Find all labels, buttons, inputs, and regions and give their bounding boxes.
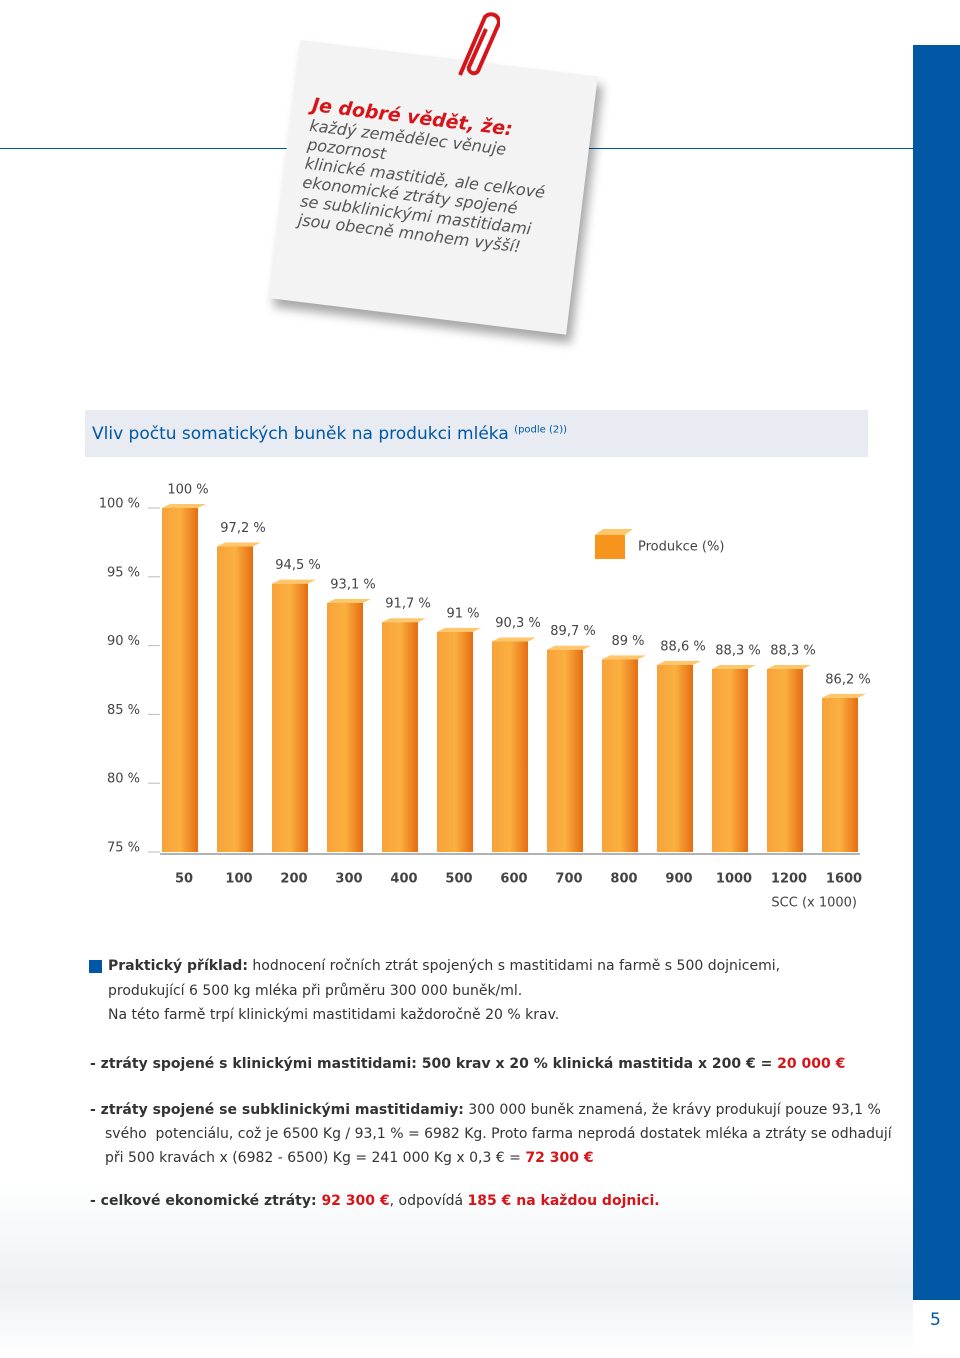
- y-tick-label: 90 %: [107, 634, 140, 649]
- data-label: 89,7 %: [550, 624, 595, 639]
- x-tick-label: 500: [445, 872, 472, 887]
- data-label: 93,1 %: [330, 577, 375, 592]
- bar-top: [767, 664, 811, 669]
- loss-amount: 72 300 €: [525, 1150, 594, 1166]
- bar: [657, 664, 693, 852]
- bar: [217, 546, 253, 852]
- x-tick-label: 1600: [826, 872, 862, 887]
- chart-source: (podle (2)): [514, 424, 568, 436]
- data-label: 86,2 %: [825, 672, 870, 687]
- x-tick-label: 200: [280, 872, 307, 887]
- loss-amount: 20 000 €: [777, 1056, 846, 1072]
- bar-top: [822, 693, 866, 698]
- bar: [272, 583, 308, 852]
- x-tick-label: 900: [665, 872, 692, 887]
- data-label: 97,2 %: [220, 521, 265, 536]
- data-label: 89 %: [611, 634, 644, 649]
- legend-label: Produkce (%): [638, 540, 724, 555]
- bar: [437, 631, 473, 852]
- data-label: 88,3 %: [770, 643, 815, 658]
- bar-top: [327, 598, 371, 603]
- blue-stripe: [913, 45, 960, 1300]
- paperclip: [458, 12, 500, 76]
- bar: [382, 622, 418, 852]
- data-label: 94,5 %: [275, 558, 320, 573]
- loss-amount: 185 € na každou dojnici.: [467, 1193, 660, 1209]
- data-label: 88,6 %: [660, 639, 705, 654]
- example-line: Praktický příklad: hodnocení ročních ztr…: [108, 958, 780, 974]
- bar: [712, 668, 748, 852]
- loss-text: , odpovídá: [389, 1193, 468, 1209]
- bar-top: [437, 627, 481, 632]
- bar: [162, 508, 198, 852]
- loss-line: svého potenciálu, což je 6500 Kg / 93,1 …: [105, 1126, 892, 1142]
- y-tick-label: 75 %: [107, 841, 140, 856]
- example-text: hodnocení ročních ztrát spojených s mast…: [247, 958, 781, 974]
- bar: [547, 649, 583, 852]
- loss-line: při 500 kravách x (6982 - 6500) Kg = 241…: [105, 1150, 594, 1166]
- bar: [327, 602, 363, 852]
- bar-top: [382, 618, 426, 623]
- chart-heading-band: Vliv počtu somatických buněk na produkci…: [85, 410, 868, 457]
- chart-heading: Vliv počtu somatických buněk na produkci…: [92, 424, 509, 444]
- loss-text: - ztráty spojené s klinickými mastitidam…: [90, 1056, 778, 1072]
- data-label: 91 %: [446, 606, 479, 621]
- x-tick-label: 600: [500, 872, 527, 887]
- y-tick-label: 95 %: [107, 565, 140, 580]
- bar: [602, 659, 638, 852]
- y-tick-label: 85 %: [107, 703, 140, 718]
- sticky-note: Je dobré vědět, že: každý zemědělec věnu…: [268, 40, 598, 335]
- x-tick-label: 700: [555, 872, 582, 887]
- page-number: 5: [930, 1310, 941, 1330]
- example-label: Praktický příklad:: [108, 958, 248, 974]
- example-line: produkující 6 500 kg mléka při průměru 3…: [108, 983, 523, 999]
- x-tick-label: 100: [225, 872, 252, 887]
- x-tick-label: 1000: [716, 872, 752, 887]
- loss-line: - ztráty spojené s klinickými mastitidam…: [90, 1056, 845, 1072]
- data-label: 90,3 %: [495, 616, 540, 631]
- chart: SCC (x 1000) 75 % 80 % 85 % 90 % 95 % 100 % 50…: [99, 483, 871, 911]
- x-axis-label: SCC (x 1000): [771, 896, 857, 911]
- loss-text: při 500 kravách x (6982 - 6500) Kg = 241…: [105, 1150, 526, 1166]
- loss-line: - ztráty spojené se subklinickými mastit…: [90, 1102, 881, 1118]
- loss-text: 300 000 buněk znamená, že krávy produkuj…: [463, 1102, 881, 1118]
- data-label: 100 %: [167, 483, 208, 498]
- loss-text: - ztráty spojené se subklinickými mastit…: [90, 1102, 464, 1118]
- bar-top: [547, 645, 591, 650]
- bar: [822, 697, 858, 852]
- x-tick-label: 300: [335, 872, 362, 887]
- example-line: Na této farmě trpí klinickými mastitidam…: [108, 1007, 560, 1023]
- legend-swatch-top: [595, 529, 633, 535]
- loss-text: - celkové ekonomické ztráty:: [90, 1193, 322, 1209]
- x-tick-label: 50: [175, 872, 193, 887]
- data-label: 88,3 %: [715, 643, 760, 658]
- bottom-wave: [0, 1180, 913, 1358]
- loss-amount: 92 300 €: [321, 1193, 390, 1209]
- y-tick-label: 80 %: [107, 772, 140, 787]
- bar: [492, 641, 528, 852]
- loss-line: - celkové ekonomické ztráty: 92 300 €, o…: [90, 1193, 660, 1209]
- bar-top: [162, 504, 206, 508]
- bar-top: [217, 542, 261, 547]
- legend-swatch: [595, 535, 625, 559]
- bar-top: [657, 660, 701, 665]
- example-bullet: [89, 960, 102, 973]
- y-tick-label: 100 %: [99, 497, 140, 512]
- bar-top: [272, 579, 316, 584]
- bar-top: [712, 664, 756, 669]
- data-label: 91,7 %: [385, 597, 430, 612]
- x-tick-label: 400: [390, 872, 417, 887]
- bar-top: [492, 637, 536, 642]
- x-tick-label: 1200: [771, 872, 807, 887]
- x-tick-label: 800: [610, 872, 637, 887]
- bar-top: [602, 655, 646, 660]
- bar: [767, 668, 803, 852]
